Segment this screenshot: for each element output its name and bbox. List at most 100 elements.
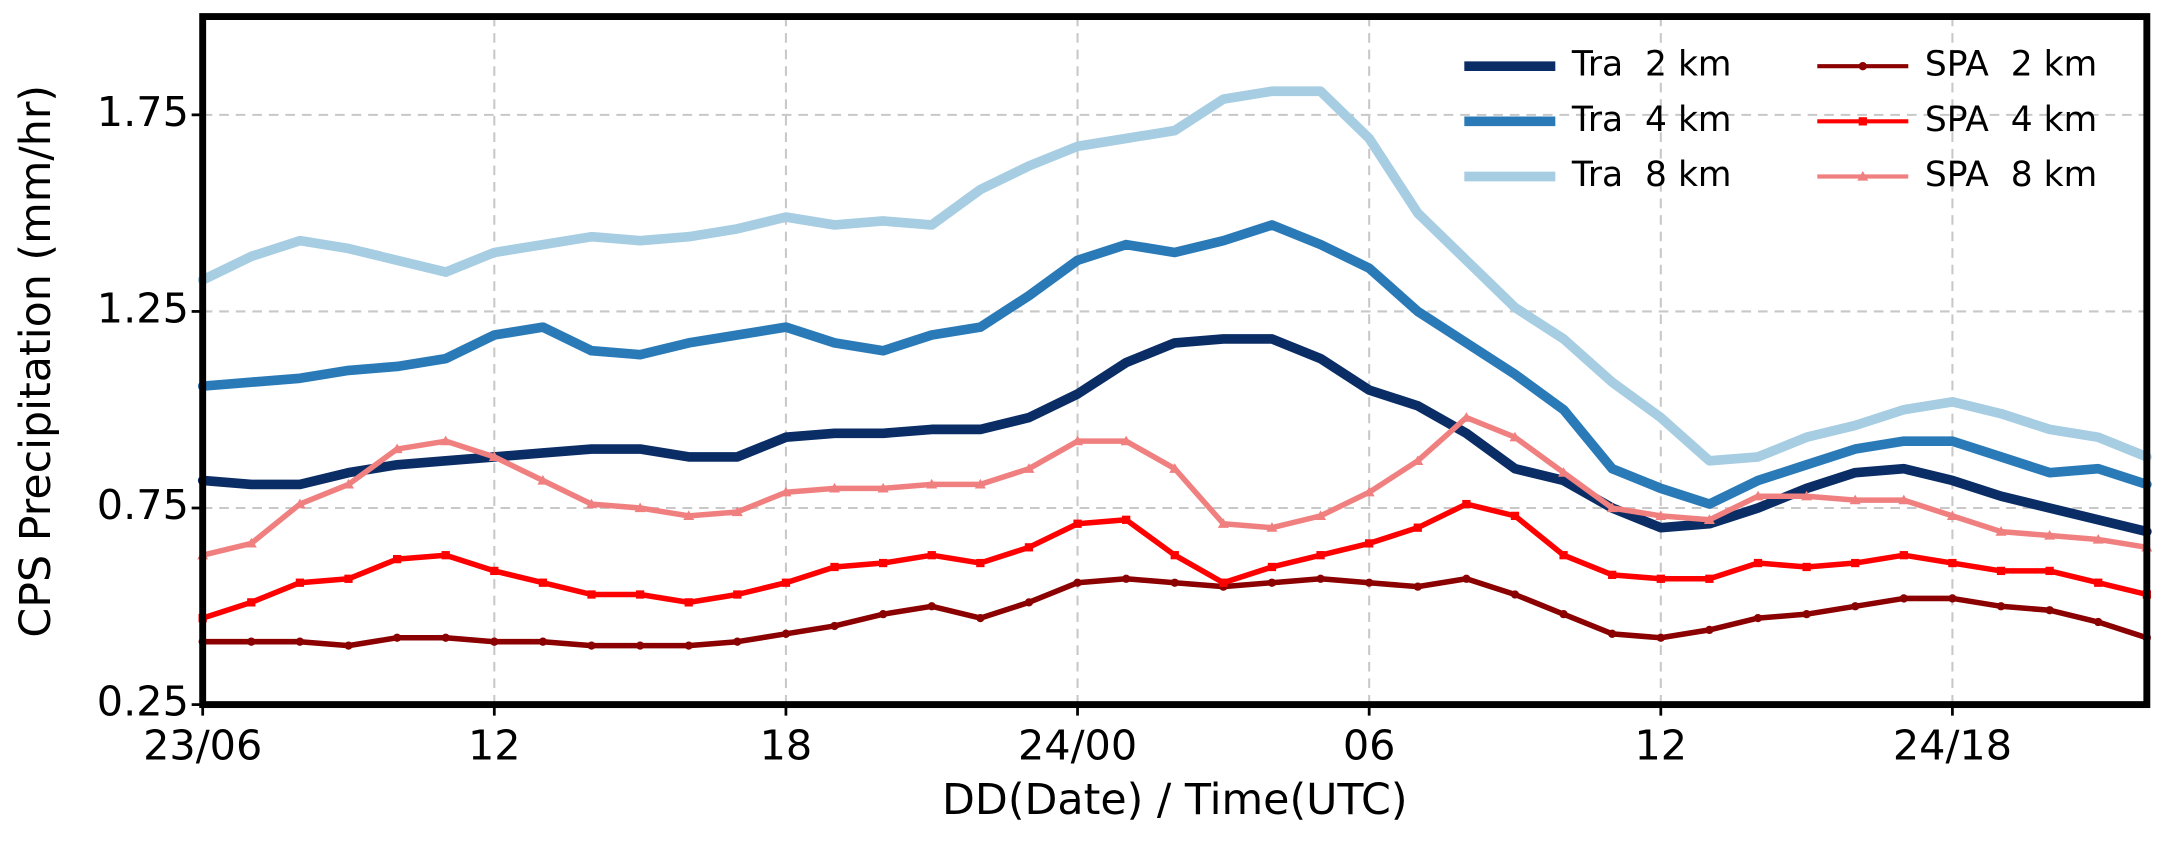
x-tick-label: 06 bbox=[1343, 722, 1396, 770]
marker bbox=[1024, 598, 1034, 607]
marker bbox=[781, 578, 791, 587]
marker bbox=[1996, 566, 2006, 576]
marker bbox=[1857, 170, 1869, 181]
marker bbox=[295, 578, 305, 587]
marker bbox=[1219, 578, 1228, 587]
legend-text: Tra 2 km bbox=[1571, 45, 1732, 85]
marker bbox=[1170, 578, 1179, 587]
marker bbox=[684, 598, 693, 607]
marker bbox=[1462, 499, 1471, 509]
x-tick-label: 12 bbox=[468, 722, 521, 770]
marker bbox=[1946, 510, 1958, 521]
marker bbox=[587, 590, 596, 599]
marker bbox=[490, 566, 499, 576]
marker bbox=[733, 590, 742, 599]
marker bbox=[781, 629, 791, 638]
marker bbox=[1851, 558, 1860, 568]
marker bbox=[1073, 578, 1082, 587]
marker bbox=[1365, 578, 1374, 587]
y-axis-label: CPS Precipitation (mm/hr) bbox=[11, 85, 61, 638]
marker bbox=[392, 554, 402, 564]
marker bbox=[1266, 522, 1278, 532]
legend-text: SPA 8 km bbox=[1925, 155, 2097, 195]
marker bbox=[1316, 551, 1325, 560]
marker bbox=[537, 474, 549, 485]
marker bbox=[1365, 539, 1374, 548]
marker bbox=[392, 633, 402, 642]
y-tick-label: 0.25 bbox=[97, 678, 189, 726]
marker bbox=[879, 558, 888, 568]
marker bbox=[2094, 617, 2103, 627]
marker bbox=[2045, 566, 2054, 576]
marker bbox=[1413, 582, 1422, 591]
marker bbox=[1559, 610, 1568, 619]
marker bbox=[976, 558, 985, 568]
x-tick-label: 18 bbox=[760, 722, 813, 770]
marker bbox=[1412, 455, 1424, 465]
marker bbox=[1801, 490, 1813, 501]
marker bbox=[1120, 435, 1132, 446]
x-tick-label: 24/18 bbox=[1893, 722, 2012, 770]
marker bbox=[247, 637, 256, 646]
marker bbox=[441, 633, 450, 642]
marker bbox=[391, 443, 403, 454]
marker bbox=[1752, 490, 1764, 501]
marker bbox=[1948, 594, 1957, 603]
legend-text: Tra 4 km bbox=[1571, 100, 1732, 140]
y-tick-label: 0.75 bbox=[97, 481, 189, 529]
marker bbox=[488, 451, 500, 462]
legend-text: SPA 4 km bbox=[1925, 100, 2097, 140]
marker bbox=[1995, 526, 2007, 536]
marker bbox=[1851, 602, 1860, 611]
marker bbox=[1753, 613, 1763, 623]
marker bbox=[538, 637, 548, 646]
marker bbox=[927, 602, 936, 611]
marker bbox=[1753, 558, 1763, 568]
marker bbox=[1315, 510, 1327, 521]
marker bbox=[1267, 562, 1277, 572]
marker bbox=[635, 641, 645, 650]
marker bbox=[1656, 633, 1665, 642]
marker bbox=[1608, 629, 1617, 638]
marker bbox=[1705, 574, 1714, 583]
marker bbox=[2092, 533, 2104, 544]
x-tick-label: 23/06 bbox=[143, 722, 262, 770]
marker bbox=[1656, 574, 1665, 583]
marker bbox=[1169, 463, 1181, 473]
marker bbox=[490, 637, 499, 646]
marker bbox=[1413, 523, 1422, 532]
marker bbox=[1316, 574, 1325, 583]
marker bbox=[634, 502, 646, 513]
x-tick-label: 24/00 bbox=[1018, 722, 1137, 770]
marker bbox=[1460, 412, 1472, 422]
marker bbox=[587, 641, 596, 650]
marker bbox=[1509, 431, 1521, 442]
marker bbox=[635, 590, 645, 599]
marker bbox=[344, 574, 353, 583]
marker bbox=[1072, 435, 1084, 446]
marker bbox=[1858, 117, 1867, 126]
marker bbox=[1510, 590, 1520, 599]
y-tick-label: 1.25 bbox=[97, 284, 189, 332]
marker bbox=[1122, 574, 1131, 583]
marker bbox=[830, 562, 839, 572]
marker bbox=[927, 551, 936, 560]
marker bbox=[1023, 463, 1035, 473]
plot-frame bbox=[199, 13, 2151, 709]
marker bbox=[877, 482, 889, 493]
marker bbox=[974, 478, 986, 489]
marker bbox=[294, 498, 306, 509]
marker bbox=[538, 578, 548, 587]
marker bbox=[342, 478, 355, 489]
marker bbox=[780, 486, 792, 497]
marker bbox=[586, 498, 598, 509]
marker bbox=[1606, 502, 1618, 513]
x-axis-label: DD(Date) / Time(UTC) bbox=[942, 775, 1408, 825]
legend-text: Tra 8 km bbox=[1571, 155, 1732, 195]
marker bbox=[829, 482, 841, 493]
marker bbox=[1122, 515, 1131, 524]
marker bbox=[1559, 551, 1568, 560]
marker bbox=[245, 537, 257, 548]
